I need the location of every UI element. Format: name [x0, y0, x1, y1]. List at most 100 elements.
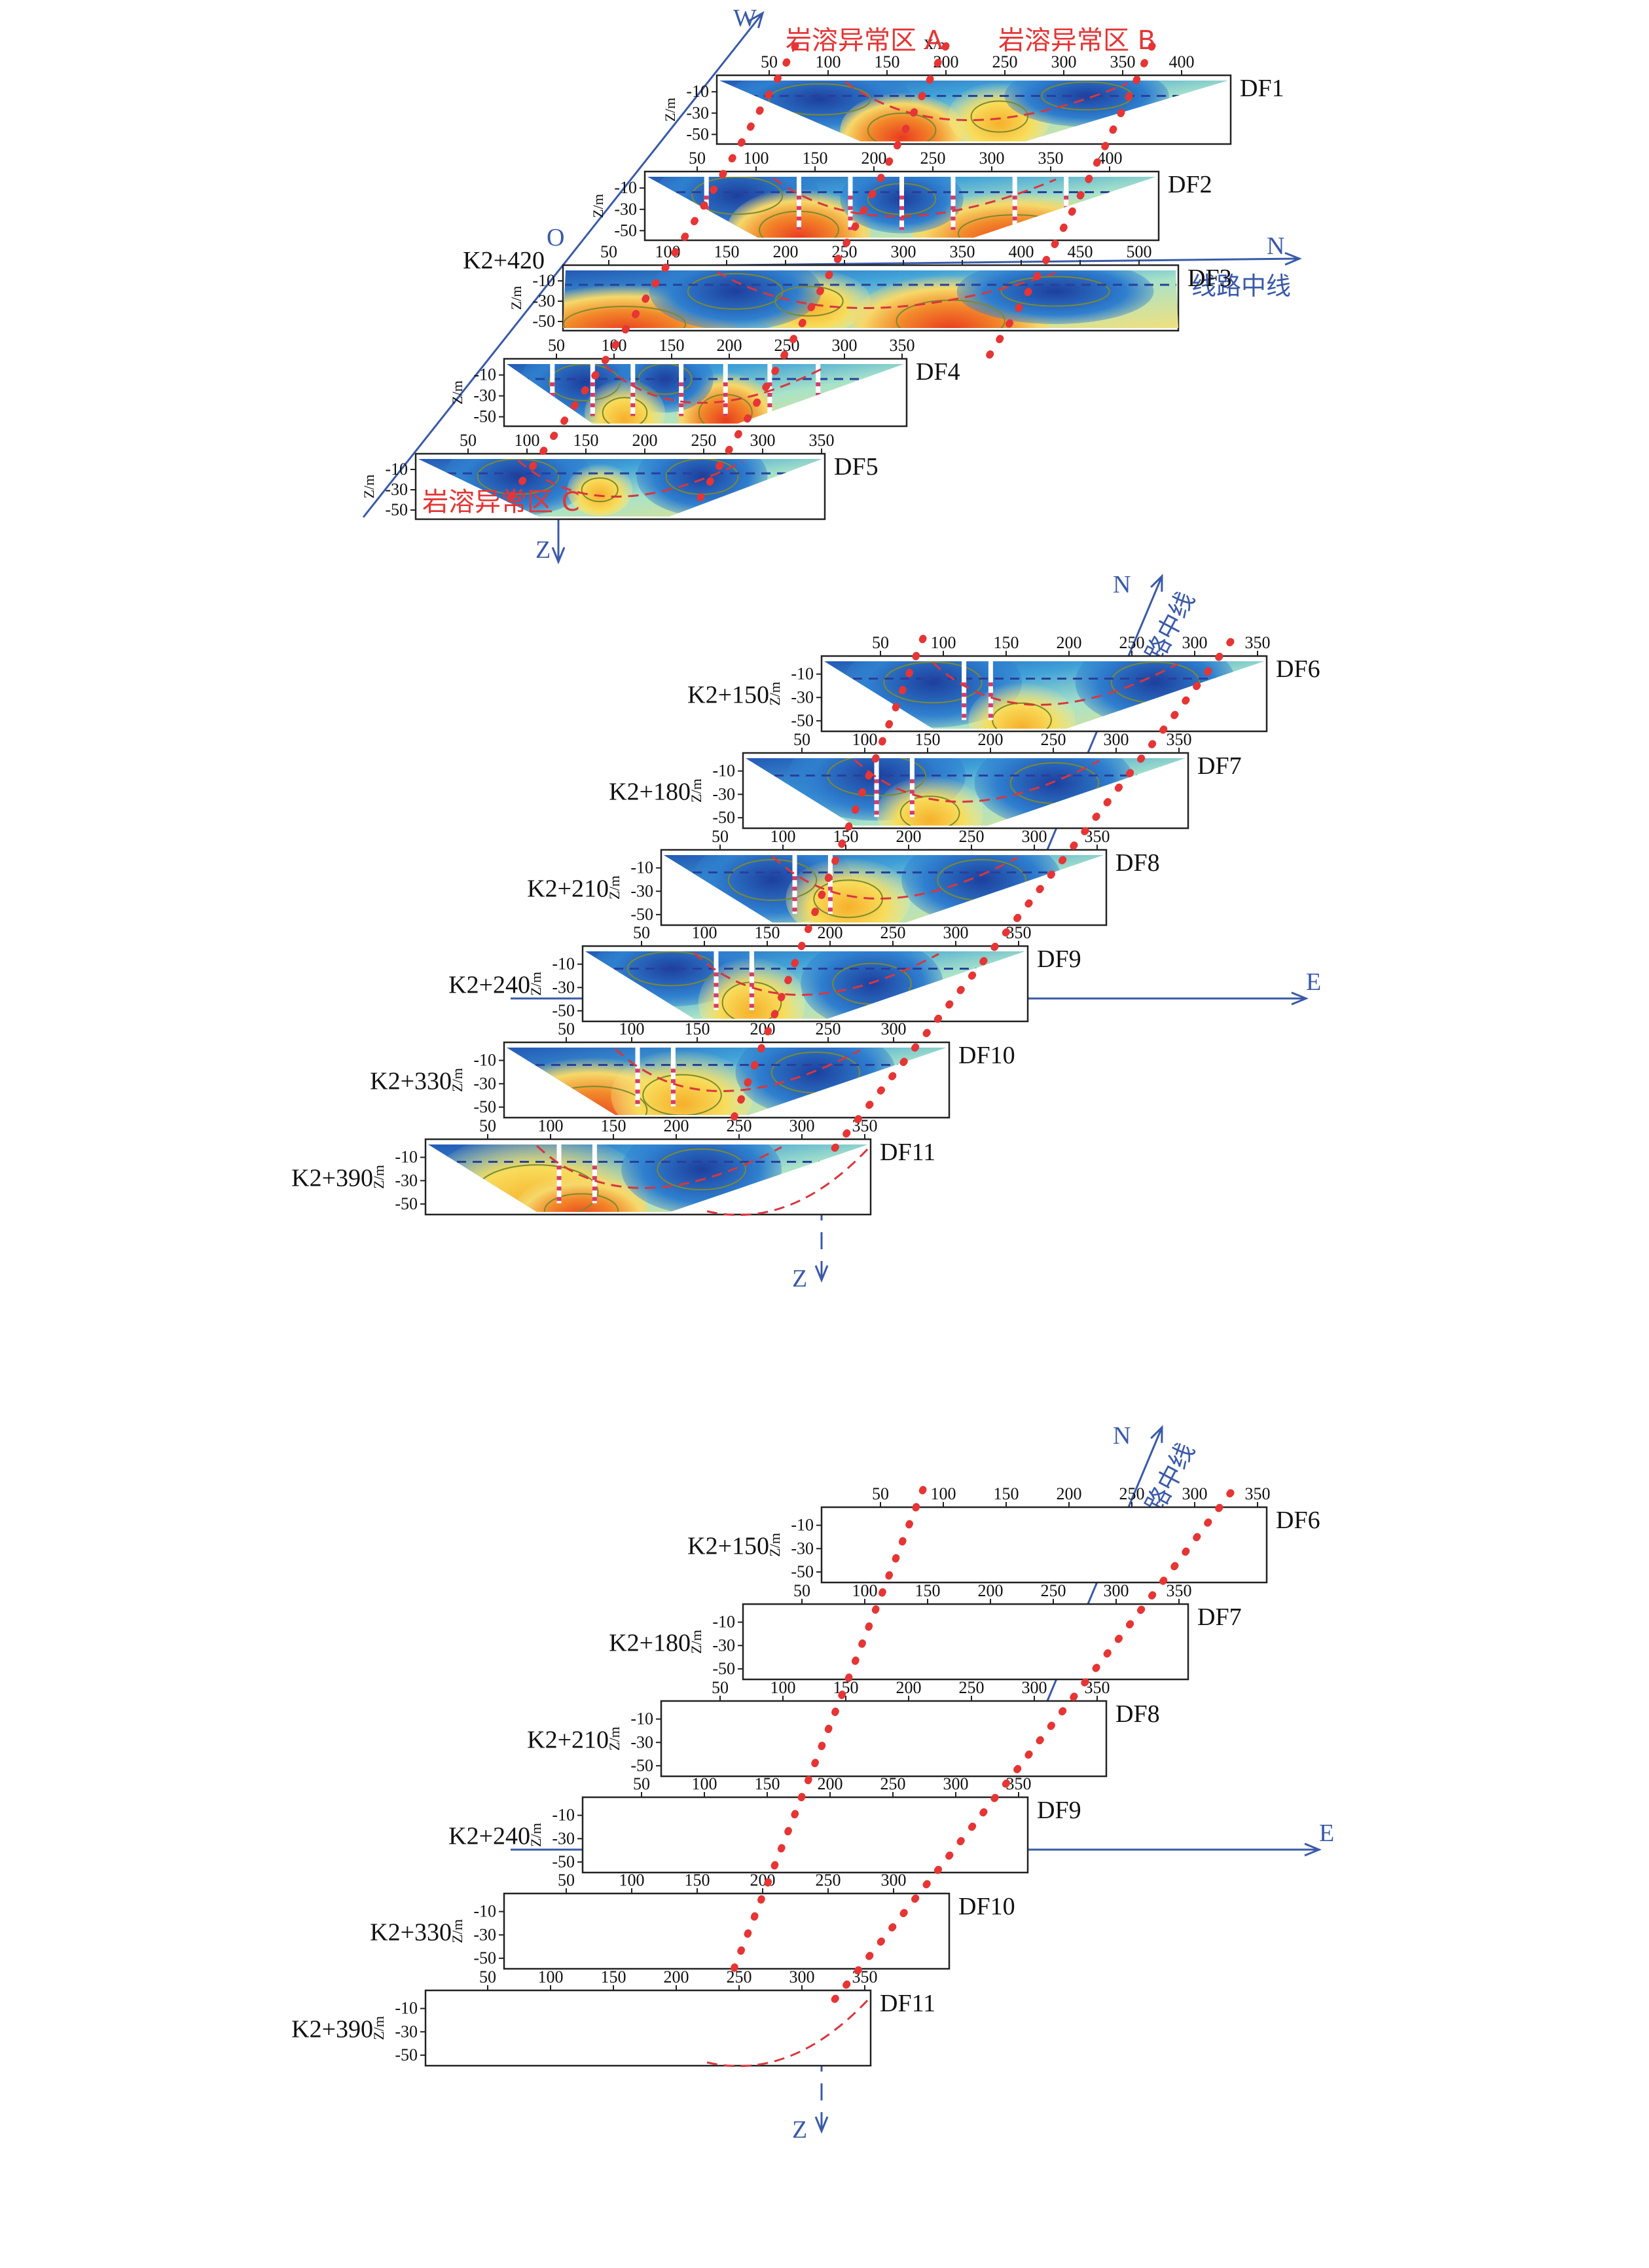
x-tick-label: 100 [619, 1019, 645, 1038]
z-unit-label: Z/m [508, 286, 524, 310]
x-tick-label: 100 [692, 923, 717, 942]
z-tick-label: -10 [473, 365, 496, 384]
station-label: K2+330 [370, 1919, 452, 1947]
z-unit-label: Z/m [606, 875, 623, 900]
x-tick-label: 50 [872, 633, 889, 652]
contour-line [1000, 276, 1110, 307]
contour-line [867, 113, 937, 141]
x-tick-label: 200 [750, 1019, 776, 1038]
w-axis-label: W [733, 5, 757, 32]
x-tick-label: 150 [755, 1774, 780, 1793]
x-tick-label: 150 [601, 1116, 626, 1135]
x-tick-label: 200 [861, 149, 887, 168]
x-tick-label: 350 [1167, 730, 1192, 749]
x-tick-label: 250 [959, 827, 985, 846]
cold-anomaly [649, 270, 822, 328]
x-tick-label: 200 [1057, 1484, 1082, 1503]
x-tick-label: 150 [685, 1019, 710, 1038]
z-tick-label: -10 [532, 271, 555, 290]
x-tick-label: 250 [691, 431, 717, 450]
x-tick-label: 250 [880, 923, 906, 942]
x-tick-label: 300 [789, 1116, 815, 1135]
z-tick-label: -50 [686, 124, 709, 143]
profile-frame [660, 1700, 1108, 1778]
cold-anomaly [956, 270, 1154, 324]
x-tick-label: 200 [978, 730, 1004, 749]
x-tick-label: 50 [793, 730, 810, 749]
x-tick-label: 150 [659, 336, 685, 355]
z-tick-label: -10 [395, 1999, 418, 2018]
x-tick-label: 100 [770, 827, 796, 846]
x-tick-label: 300 [1051, 52, 1077, 71]
profile-df3: 50 100 150 200 250 300 350 400 450 500-10-30-50Z/… [508, 242, 1232, 332]
x-tick-label: 350 [1006, 1774, 1032, 1793]
contour-line [477, 459, 560, 495]
x-tick-label: 200 [717, 336, 742, 355]
profile-df10: 50 100 150 200 250 300 -10 -30 -50 Z/m DF10 K2+330 [370, 1871, 1015, 1970]
z-axis-label: Z [792, 1265, 807, 1292]
x-tick-label: 150 [875, 52, 900, 71]
contour-line [602, 397, 648, 424]
z-unit-label: Z/m [606, 1727, 623, 1751]
contour-line [657, 1148, 746, 1191]
x-tick-label: 100 [538, 1967, 564, 1986]
x-tick-label: 350 [1006, 923, 1032, 942]
z-unit-label: Z/m [449, 380, 465, 405]
x-tick-label: 250 [1119, 1484, 1145, 1503]
station-label: K2+150 [687, 682, 769, 709]
z-tick-label: -50 [385, 500, 408, 519]
z-axis-label: Z [792, 2116, 807, 2144]
x-tick-label: 300 [1022, 827, 1047, 846]
x-tick-label: 350 [809, 431, 835, 450]
station-label: K2+390 [291, 2016, 373, 2043]
profile-name: DF9 [1037, 1797, 1081, 1824]
z-tick-label: -50 [473, 1948, 496, 1967]
x-tick-label: 100 [852, 730, 878, 749]
z-tick-label: -50 [395, 2045, 418, 2064]
z-tick-label: -10 [552, 1806, 575, 1825]
z-tick-label: -50 [552, 1001, 575, 1020]
z-unit-label: Z/m [688, 778, 704, 803]
z-tick-label: -30 [552, 978, 575, 997]
z-tick-label: -30 [473, 1074, 496, 1093]
x-tick-label: 100 [770, 1678, 796, 1697]
z-unit-label: Z/m [767, 682, 783, 706]
x-tick-label: 200 [664, 1967, 689, 1986]
x-tick-label: 400 [1009, 242, 1034, 261]
contour-line [543, 1193, 619, 1212]
zone-label-c: 岩溶异常区 C [422, 487, 580, 517]
z-tick-label: -50 [630, 1756, 653, 1775]
contour-line [768, 83, 871, 116]
anomaly-band-left [729, 1486, 927, 1975]
x-tick-label: 200 [632, 431, 658, 450]
x-tick-label: 50 [479, 1116, 496, 1135]
x-tick-label: 100 [619, 1871, 645, 1890]
station-label: K2+330 [370, 1068, 452, 1095]
x-tick-label: 300 [943, 923, 969, 942]
x-tick-label: 200 [664, 1116, 689, 1135]
x-tick-label: 250 [959, 1678, 985, 1697]
x-tick-label: 300 [881, 1871, 907, 1890]
anomaly-outline [604, 364, 827, 404]
z-tick-label: -10 [630, 1710, 653, 1728]
x-tick-label: 350 [890, 336, 915, 355]
anomaly-band-b [978, 42, 1156, 371]
x-tick-label: 50 [460, 431, 477, 450]
z-tick-label: -50 [630, 905, 653, 924]
z-tick-label: -50 [552, 1852, 575, 1871]
x-tick-label: 150 [994, 633, 1019, 652]
contour-line [883, 661, 983, 704]
anomaly-band-left [729, 634, 927, 1124]
resistivity-field [563, 270, 1178, 328]
contour-line [691, 177, 784, 215]
x-tick-label: 300 [1104, 1581, 1129, 1600]
profile-df8: 50 100 150 200 250 300 350-10-30-50Z/mDF8K2+21… [527, 1678, 1160, 1778]
x-tick-label: 350 [1245, 633, 1271, 652]
z-tick-label: -30 [791, 687, 814, 706]
z-tick-label: -50 [473, 1097, 496, 1116]
z-tick-label: -30 [630, 1732, 653, 1751]
contour-line [563, 306, 687, 328]
